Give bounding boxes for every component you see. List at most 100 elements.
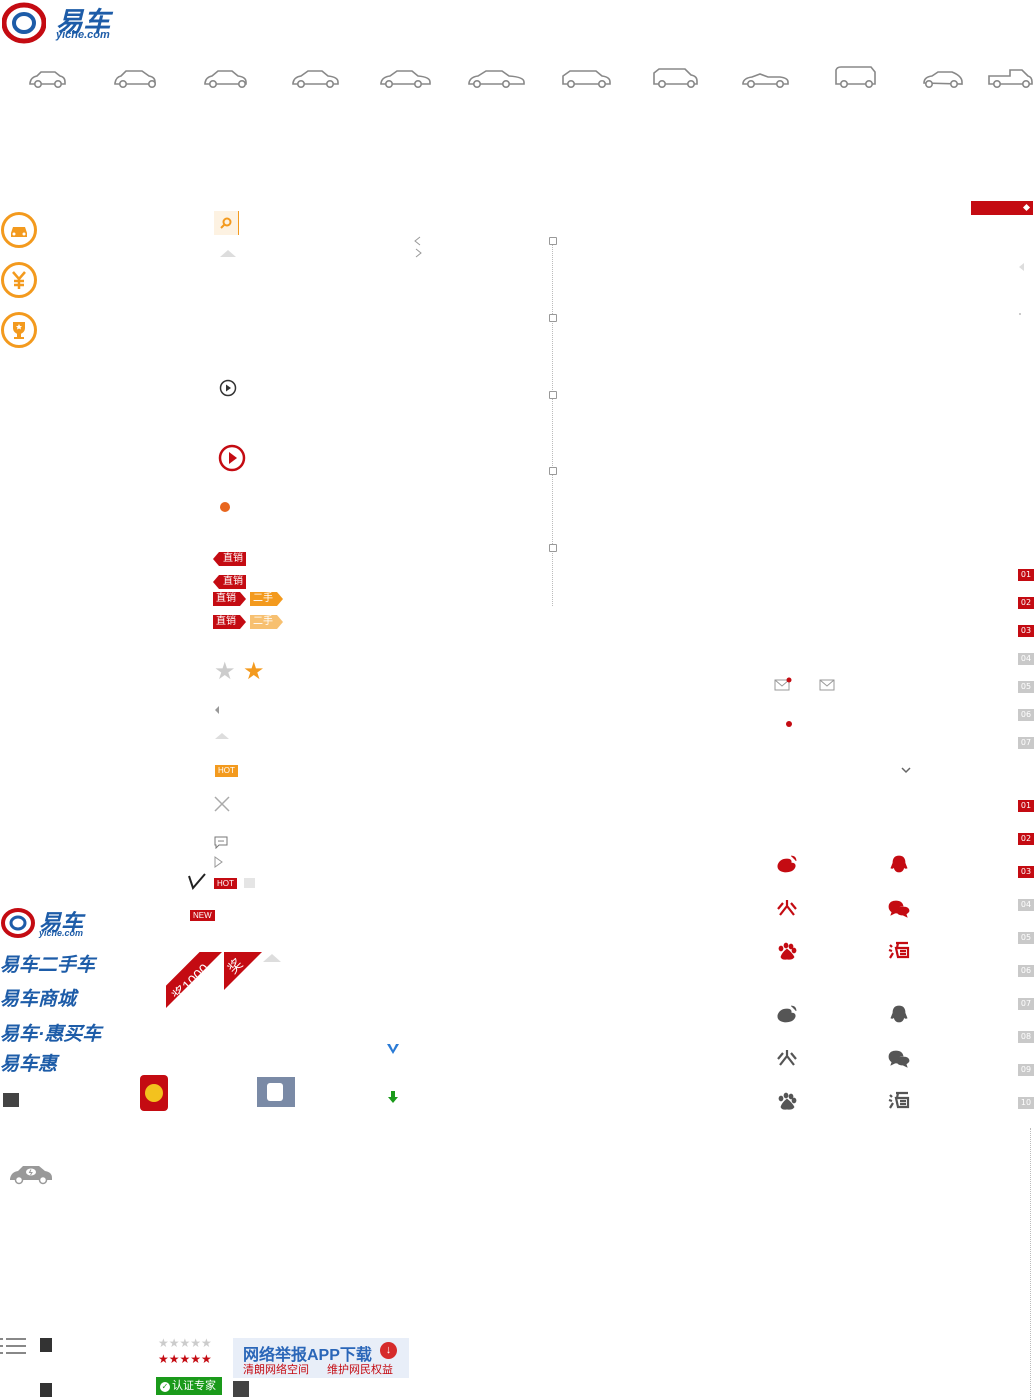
hot-tag: HOT <box>215 765 238 777</box>
brand-yichehui[interactable]: 易车惠 <box>0 1054 58 1075</box>
weibo-icon[interactable] <box>774 1003 800 1029</box>
weibo-icon[interactable] <box>774 853 800 879</box>
search-icon[interactable] <box>214 211 239 235</box>
timeline-node <box>549 391 557 399</box>
logo-sub-text: yiche.com <box>56 29 110 41</box>
renren-icon[interactable] <box>774 896 800 922</box>
logo-mark-icon <box>2 2 46 44</box>
close-icon[interactable] <box>213 795 231 813</box>
check-circle-icon: ✓ <box>160 1382 170 1392</box>
chevron-right-icon[interactable] <box>413 248 423 258</box>
zhixiao-tag-3: 直销 <box>213 592 246 606</box>
arrow-left-small-icon <box>1019 263 1024 271</box>
car-icon-convertible[interactable] <box>740 66 800 90</box>
triangle-up-ribbon-icon <box>263 954 281 962</box>
rank-number-tag: 01 <box>1018 569 1034 581</box>
baidu-icon[interactable] <box>774 938 800 964</box>
reward-1000-ribbon: 奖1000 <box>166 952 222 1008</box>
ershou-tag-2: 二手 <box>250 615 283 629</box>
mail-unread-icon[interactable] <box>774 677 792 691</box>
brand-logo-small[interactable]: 易车 yiche.com <box>1 905 91 941</box>
play-small-icon[interactable] <box>219 379 237 397</box>
v-badge-icon <box>387 1044 399 1054</box>
star-empty-icon[interactable]: ★ <box>214 658 236 685</box>
taobao-icon[interactable] <box>886 938 912 964</box>
hot-tag-red: HOT <box>214 878 237 889</box>
qq-icon[interactable] <box>886 1003 912 1029</box>
comment-icon[interactable] <box>214 836 228 849</box>
report-app-banner[interactable]: 网络举报APP下载 ↓ 清朗网络空间 维护网民权益 <box>233 1338 409 1378</box>
timeline-node <box>549 314 557 322</box>
orange-dot-icon <box>220 502 230 512</box>
rank-number-tag: 07 <box>1018 737 1034 749</box>
police-badge-icon[interactable] <box>140 1075 168 1111</box>
play-box-icon <box>244 878 255 888</box>
electric-car-icon <box>10 1166 52 1185</box>
triangle-up-icon <box>220 250 236 257</box>
check-mark-icon <box>188 873 206 890</box>
timeline-line <box>552 240 553 606</box>
rank-number-tag: 06 <box>1018 965 1034 977</box>
brand-ershouche[interactable]: 易车二手车 <box>0 955 96 976</box>
rank-number-tag: 04 <box>1018 899 1034 911</box>
right-dotted-line <box>1030 1128 1031 1400</box>
star-filled-icon[interactable]: ★ <box>243 658 265 685</box>
wechat-icon[interactable] <box>886 896 912 922</box>
car-circle-icon[interactable] <box>1 212 37 248</box>
car-icon-compact[interactable] <box>202 66 262 90</box>
rank-number-tag: 07 <box>1018 998 1034 1010</box>
timeline-node <box>549 544 557 552</box>
rank-number-tag: 05 <box>1018 681 1034 693</box>
rating-stars-filled: ★★★★★ <box>158 1352 212 1366</box>
rating-stars-empty: ★★★★★ <box>158 1336 212 1350</box>
rank-number-tag: 08 <box>1018 1031 1034 1043</box>
car-icon-luxury[interactable] <box>466 66 526 90</box>
taobao-icon[interactable] <box>886 1088 912 1114</box>
car-icon-sports[interactable] <box>918 66 978 90</box>
car-icon-midsize[interactable] <box>290 66 350 90</box>
chevron-left-icon[interactable] <box>413 236 423 246</box>
rank-number-tag: 05 <box>1018 932 1034 944</box>
dot-small-icon <box>1019 313 1021 315</box>
yuan-circle-icon[interactable] <box>1 262 37 298</box>
red-dot-icon <box>786 721 792 727</box>
police-photo-icon[interactable] <box>257 1077 295 1107</box>
ershou-tag: 二手 <box>250 592 283 606</box>
play-outline-icon <box>214 856 223 868</box>
rank-number-tag: 09 <box>1018 1064 1034 1076</box>
logo-main-text: 易车 <box>56 7 110 37</box>
rank-number-tag: 01 <box>1018 800 1034 812</box>
brand-shangcheng[interactable]: 易车商城 <box>0 989 77 1010</box>
new-tag: NEW <box>190 910 215 921</box>
car-icon-mini[interactable] <box>27 66 87 90</box>
brand-huimaiche[interactable]: 易车·惠买车 <box>0 1024 102 1045</box>
car-icon-pickup[interactable] <box>986 66 1034 90</box>
certified-expert-badge: ✓ 认证专家 <box>156 1377 222 1395</box>
chevron-down-icon[interactable] <box>901 766 911 774</box>
zhixiao-tag-2: 直销 <box>213 575 246 589</box>
renren-icon[interactable] <box>774 1046 800 1072</box>
rank-number-tag: 02 <box>1018 597 1034 609</box>
site-logo[interactable]: 易车 yiche.com <box>2 0 122 46</box>
red-tag-bar <box>971 201 1033 215</box>
list-menu-icon[interactable] <box>0 1336 26 1356</box>
car-icon-wagon[interactable] <box>560 66 620 90</box>
trophy-circle-icon[interactable] <box>1 312 37 348</box>
report-right-text: 维护网民权益 <box>327 1364 393 1376</box>
location-pin-icon-2 <box>40 1383 52 1397</box>
car-icon-small[interactable] <box>112 66 172 90</box>
car-icon-suv[interactable] <box>651 66 711 90</box>
mail-icon[interactable] <box>819 679 835 691</box>
play-large-icon[interactable] <box>218 444 246 472</box>
timeline-node <box>549 237 557 245</box>
shield-icon <box>233 1381 249 1397</box>
qq-icon[interactable] <box>886 853 912 879</box>
arrow-left-tiny-icon <box>215 706 219 714</box>
car-icon-large[interactable] <box>378 66 438 90</box>
car-icon-mpv[interactable] <box>833 66 893 90</box>
report-left-text: 清朗网络空间 <box>243 1364 309 1376</box>
gear-box-icon <box>3 1093 19 1107</box>
baidu-icon[interactable] <box>774 1088 800 1114</box>
wechat-icon[interactable] <box>886 1046 912 1072</box>
download-arrow-icon <box>388 1091 398 1103</box>
